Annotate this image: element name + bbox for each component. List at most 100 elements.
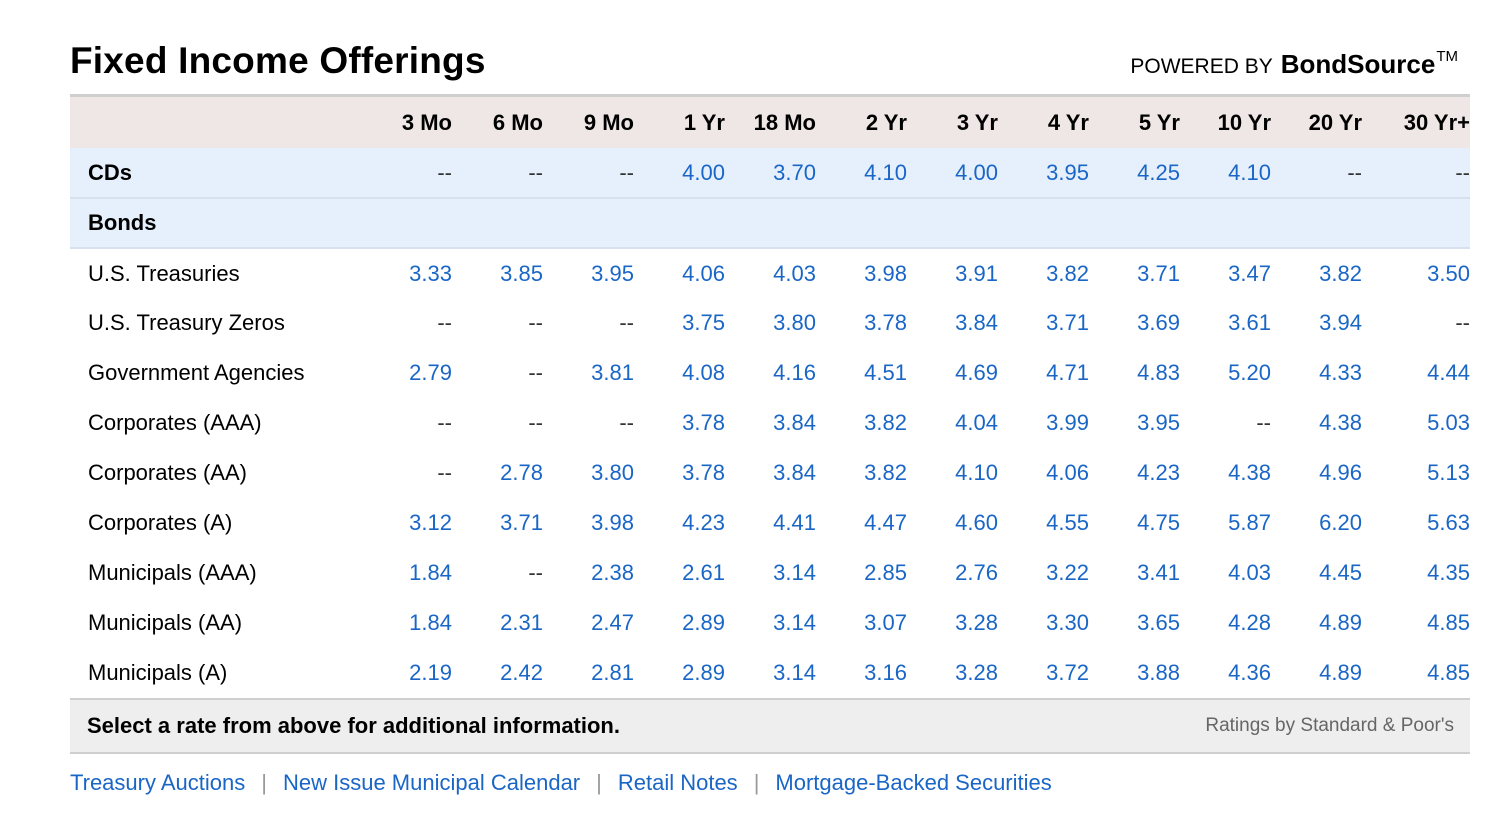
rate-link[interactable]: 3.69 [1137,310,1180,335]
rate-link[interactable]: 4.51 [864,360,907,385]
rate-link[interactable]: 3.30 [1046,610,1089,635]
rate-link[interactable]: 4.06 [682,260,725,286]
rate-link[interactable]: 4.45 [1319,560,1362,585]
rate-link[interactable]: 4.28 [1228,610,1271,635]
rate-link[interactable]: 3.61 [1228,310,1271,335]
rate-link[interactable]: 3.98 [591,510,634,535]
rate-link[interactable]: 3.94 [1319,310,1362,335]
rate-link[interactable]: 4.85 [1427,610,1470,635]
rate-link[interactable]: 4.08 [682,360,725,385]
rate-link[interactable]: 3.80 [773,310,816,335]
rate-link[interactable]: 2.85 [864,560,907,585]
rate-link[interactable]: 2.78 [500,460,543,485]
rate-link[interactable]: 4.75 [1137,510,1180,535]
rate-link[interactable]: 4.41 [773,510,816,535]
rate-link[interactable]: 4.10 [1228,159,1271,185]
rate-link[interactable]: 3.82 [864,410,907,435]
rate-link[interactable]: 3.78 [682,410,725,435]
rate-link[interactable]: 2.47 [591,610,634,635]
rate-link[interactable]: 2.89 [682,610,725,635]
rate-link[interactable]: 3.14 [773,660,816,685]
rate-link[interactable]: 3.41 [1137,560,1180,585]
rate-link[interactable]: 4.55 [1046,510,1089,535]
rate-link[interactable]: 5.87 [1228,510,1271,535]
rate-link[interactable]: 3.14 [773,560,816,585]
rate-link[interactable]: 3.71 [1137,260,1180,286]
rate-link[interactable]: 4.03 [1228,560,1271,585]
rate-link[interactable]: 1.84 [409,610,452,635]
rate-link[interactable]: 4.36 [1228,660,1271,685]
rate-link[interactable]: 6.20 [1319,510,1362,535]
rate-link[interactable]: 2.38 [591,560,634,585]
rate-link[interactable]: 3.78 [682,460,725,485]
rate-link[interactable]: 3.82 [1319,260,1362,286]
rate-link[interactable]: 4.71 [1046,360,1089,385]
rate-link[interactable]: 4.85 [1427,660,1470,685]
related-link[interactable]: Treasury Auctions [70,770,246,795]
rate-link[interactable]: 4.06 [1046,460,1089,485]
rate-link[interactable]: 4.69 [955,360,998,385]
rate-link[interactable]: 2.81 [591,660,634,685]
rate-link[interactable]: 2.79 [409,360,452,385]
rate-link[interactable]: 3.99 [1046,410,1089,435]
rate-link[interactable]: 4.23 [1137,460,1180,485]
rate-link[interactable]: 4.89 [1319,610,1362,635]
rate-link[interactable]: 2.76 [955,560,998,585]
rate-link[interactable]: 4.89 [1319,660,1362,685]
rate-link[interactable]: 4.38 [1228,460,1271,485]
rate-link[interactable]: 5.20 [1228,360,1271,385]
rate-link[interactable]: 1.84 [409,560,452,585]
rate-link[interactable]: 4.44 [1427,360,1470,385]
rate-link[interactable]: 4.16 [773,360,816,385]
related-link[interactable]: Retail Notes [617,770,738,795]
related-link[interactable]: Mortgage-Backed Securities [775,770,1052,795]
rate-link[interactable]: 3.65 [1137,610,1180,635]
rate-link[interactable]: 3.28 [955,660,998,685]
rate-link[interactable]: 3.22 [1046,560,1089,585]
rate-link[interactable]: 4.10 [864,159,907,185]
rate-link[interactable]: 3.72 [1046,660,1089,685]
rate-link[interactable]: 4.33 [1319,360,1362,385]
rate-link[interactable]: 3.28 [955,610,998,635]
rate-link[interactable]: 3.88 [1137,660,1180,685]
rate-link[interactable]: 3.95 [1046,159,1089,185]
rate-link[interactable]: 4.38 [1319,410,1362,435]
rate-link[interactable]: 4.04 [955,410,998,435]
related-link[interactable]: New Issue Municipal Calendar [282,770,581,795]
rate-link[interactable]: 3.82 [864,460,907,485]
rate-link[interactable]: 3.81 [591,360,634,385]
rate-link[interactable]: 3.98 [864,260,907,286]
rate-link[interactable]: 3.33 [409,260,452,286]
rate-link[interactable]: 3.70 [773,159,816,185]
rate-link[interactable]: 5.13 [1427,460,1470,485]
rate-link[interactable]: 3.84 [773,410,816,435]
rate-link[interactable]: 3.80 [591,460,634,485]
rate-link[interactable]: 3.14 [773,610,816,635]
rate-link[interactable]: 4.47 [864,510,907,535]
rate-link[interactable]: 4.60 [955,510,998,535]
rate-link[interactable]: 5.63 [1427,510,1470,535]
rate-link[interactable]: 4.00 [682,159,725,185]
rate-link[interactable]: 4.10 [955,460,998,485]
rate-link[interactable]: 4.00 [955,159,998,185]
rate-link[interactable]: 3.07 [864,610,907,635]
rate-link[interactable]: 4.03 [773,260,816,286]
rate-link[interactable]: 2.19 [409,660,452,685]
rate-link[interactable]: 3.12 [409,510,452,535]
rate-link[interactable]: 4.25 [1137,159,1180,185]
rate-link[interactable]: 3.71 [1046,310,1089,335]
rate-link[interactable]: 3.91 [955,260,998,286]
rate-link[interactable]: 2.31 [500,610,543,635]
rate-link[interactable]: 4.96 [1319,460,1362,485]
rate-link[interactable]: 2.89 [682,660,725,685]
rate-link[interactable]: 2.61 [682,560,725,585]
rate-link[interactable]: 3.85 [500,260,543,286]
rate-link[interactable]: 3.84 [955,310,998,335]
rate-link[interactable]: 3.78 [864,310,907,335]
rate-link[interactable]: 4.83 [1137,360,1180,385]
rate-link[interactable]: 4.23 [682,510,725,535]
rate-link[interactable]: 3.95 [591,260,634,286]
rate-link[interactable]: 2.42 [500,660,543,685]
rate-link[interactable]: 3.82 [1046,260,1089,286]
rate-link[interactable]: 3.16 [864,660,907,685]
